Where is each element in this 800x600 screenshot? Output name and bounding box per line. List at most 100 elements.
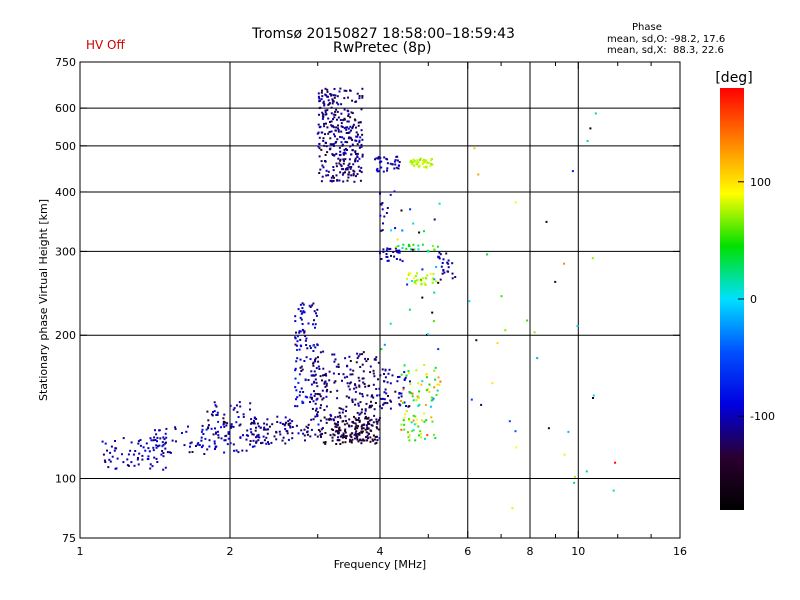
data-point xyxy=(335,108,338,111)
data-point xyxy=(344,140,347,143)
data-point xyxy=(282,436,285,439)
data-point xyxy=(214,404,217,407)
data-point xyxy=(382,248,385,251)
data-point xyxy=(354,151,357,154)
data-point xyxy=(373,375,376,378)
data-point xyxy=(226,443,229,446)
data-point xyxy=(241,449,244,452)
data-point xyxy=(383,402,386,405)
data-point xyxy=(325,145,328,148)
data-point xyxy=(356,173,359,176)
data-point xyxy=(309,306,312,308)
data-point xyxy=(236,411,239,414)
data-point xyxy=(332,175,334,178)
data-point xyxy=(348,440,351,443)
x-tick-label: 8 xyxy=(527,545,534,558)
data-point xyxy=(504,329,507,332)
data-point xyxy=(336,439,339,442)
data-point xyxy=(336,138,339,141)
data-point xyxy=(400,400,403,402)
data-point xyxy=(432,272,435,275)
data-point xyxy=(355,419,358,421)
data-point xyxy=(429,272,432,275)
data-point xyxy=(300,312,303,315)
data-point xyxy=(370,418,373,421)
data-point xyxy=(371,395,374,398)
data-point xyxy=(111,455,114,458)
data-point xyxy=(333,176,335,179)
data-point xyxy=(278,430,281,433)
data-point xyxy=(317,429,320,431)
data-point xyxy=(291,420,294,423)
data-point xyxy=(418,434,421,437)
data-point xyxy=(400,395,403,398)
data-point xyxy=(263,422,266,425)
data-point xyxy=(378,417,381,420)
data-point xyxy=(359,136,362,139)
data-point xyxy=(331,439,334,442)
data-point xyxy=(346,375,349,378)
data-point xyxy=(369,371,372,374)
data-point xyxy=(215,405,218,408)
data-point xyxy=(345,167,348,170)
data-point xyxy=(327,117,330,120)
data-point xyxy=(409,391,412,394)
data-point xyxy=(405,405,407,407)
data-point xyxy=(207,427,209,430)
data-point xyxy=(235,449,238,452)
data-point xyxy=(126,464,129,467)
data-point xyxy=(419,158,421,161)
data-point xyxy=(295,344,298,347)
data-point xyxy=(229,404,232,407)
data-point xyxy=(346,422,349,425)
data-point xyxy=(357,419,360,421)
data-point xyxy=(289,425,292,428)
data-point xyxy=(322,116,325,118)
data-point xyxy=(380,166,383,169)
data-point xyxy=(412,222,415,225)
data-point xyxy=(126,458,129,461)
data-point xyxy=(364,417,367,420)
data-point xyxy=(403,428,406,431)
data-point xyxy=(381,208,384,211)
data-point xyxy=(367,433,370,435)
data-point xyxy=(418,231,421,234)
data-point xyxy=(342,432,345,435)
data-point xyxy=(314,357,317,360)
data-point xyxy=(334,135,336,138)
data-point xyxy=(325,94,328,97)
data-point xyxy=(296,405,299,408)
data-point xyxy=(383,373,385,375)
data-point xyxy=(372,396,375,399)
data-point xyxy=(421,296,424,299)
data-point xyxy=(152,439,155,442)
data-point xyxy=(332,169,335,172)
data-point xyxy=(425,161,428,164)
data-point xyxy=(230,426,233,429)
data-point xyxy=(334,358,337,361)
data-point xyxy=(386,402,389,405)
data-point xyxy=(367,437,369,440)
data-point xyxy=(357,440,360,443)
data-point xyxy=(332,118,334,121)
data-point xyxy=(286,432,289,435)
data-point xyxy=(419,164,422,167)
data-point xyxy=(314,409,317,412)
data-point xyxy=(437,376,440,379)
data-point xyxy=(319,406,322,409)
data-point xyxy=(357,355,360,358)
data-point xyxy=(361,439,364,442)
data-point xyxy=(451,262,454,265)
data-point xyxy=(332,433,335,436)
data-point xyxy=(375,169,378,172)
data-point xyxy=(350,439,353,442)
data-point xyxy=(365,360,368,363)
data-point xyxy=(336,95,339,98)
data-point xyxy=(402,386,405,389)
data-point xyxy=(256,422,259,425)
data-point xyxy=(358,419,361,422)
data-point xyxy=(320,180,323,183)
data-point xyxy=(326,95,329,98)
data-point xyxy=(156,461,159,463)
